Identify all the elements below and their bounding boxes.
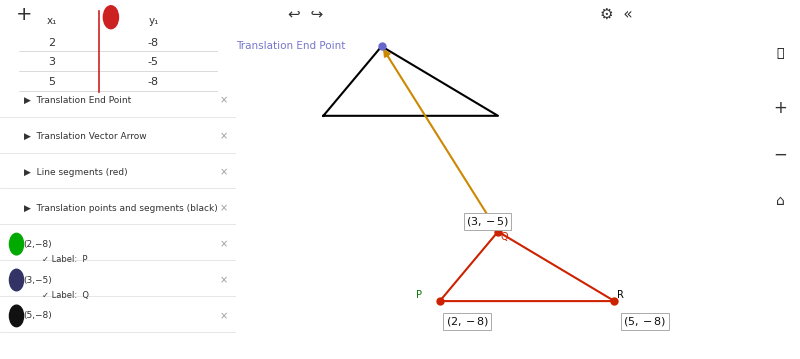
Text: (3,−5): (3,−5) — [24, 275, 52, 285]
Text: ▶  Translation End Point: ▶ Translation End Point — [24, 96, 131, 105]
Text: Translation End Point: Translation End Point — [236, 41, 346, 51]
Text: 5: 5 — [49, 77, 55, 87]
Text: ×: × — [219, 275, 228, 285]
Text: 2: 2 — [48, 38, 55, 48]
Text: $(5, -8)$: $(5, -8)$ — [623, 315, 666, 328]
Text: +: + — [773, 99, 787, 117]
Text: -8: -8 — [148, 38, 159, 48]
Text: ×: × — [219, 311, 228, 321]
Text: R: R — [618, 290, 624, 300]
Text: -5: -5 — [148, 57, 159, 67]
Text: $(3, -5)$: $(3, -5)$ — [466, 215, 510, 228]
Text: Q: Q — [501, 232, 509, 242]
Text: −: − — [773, 145, 787, 163]
Text: ✓ Label:  P: ✓ Label: P — [42, 255, 88, 264]
Circle shape — [10, 233, 24, 255]
Text: ▶  Translation Vector Arrow: ▶ Translation Vector Arrow — [24, 132, 146, 141]
Text: x₁: x₁ — [46, 16, 57, 26]
Text: ▶  Line segments (red): ▶ Line segments (red) — [24, 168, 127, 177]
Text: 🔧: 🔧 — [776, 47, 784, 60]
Text: P: P — [417, 290, 422, 300]
Text: ▶  Translation points and segments (black): ▶ Translation points and segments (black… — [24, 204, 218, 213]
Text: 3: 3 — [49, 57, 55, 67]
Circle shape — [103, 6, 118, 29]
Text: ×: × — [219, 239, 228, 249]
Text: (2,−8): (2,−8) — [24, 239, 52, 249]
Text: ×: × — [219, 167, 228, 177]
Circle shape — [10, 305, 24, 327]
Text: ↩  ↪: ↩ ↪ — [288, 7, 323, 22]
Text: +: + — [16, 5, 33, 24]
Text: ✓ Label:  Q: ✓ Label: Q — [42, 291, 90, 300]
Circle shape — [10, 269, 24, 291]
Text: (5,−8): (5,−8) — [24, 311, 52, 321]
Text: y₁: y₁ — [148, 16, 158, 26]
Text: ×: × — [219, 95, 228, 106]
Text: ×: × — [219, 203, 228, 213]
Text: ⌂: ⌂ — [776, 194, 784, 208]
Text: -8: -8 — [148, 77, 159, 87]
Text: ⚙  «: ⚙ « — [600, 7, 633, 22]
Text: ×: × — [219, 131, 228, 141]
Text: $(2, -8)$: $(2, -8)$ — [446, 315, 489, 328]
